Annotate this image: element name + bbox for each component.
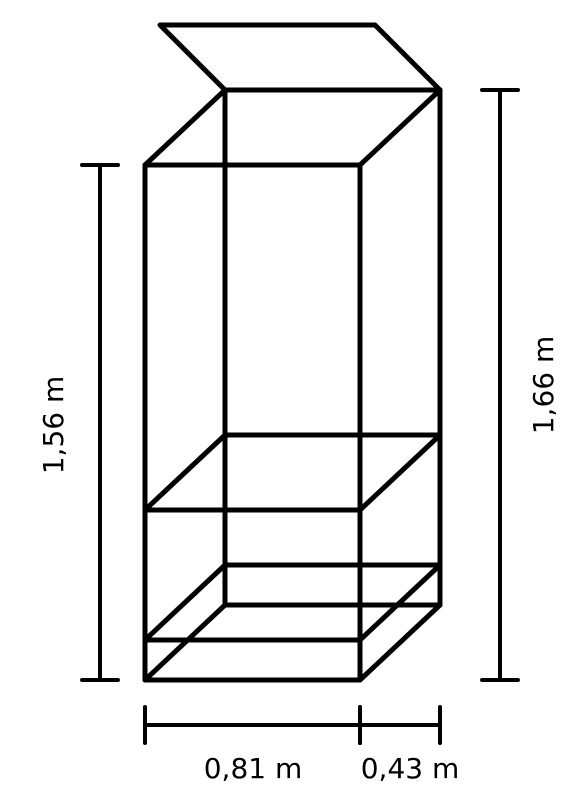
dim-depth-label: 0,43 m	[361, 752, 460, 785]
box-edge-tr	[360, 90, 440, 165]
diagram-figure: 1,56 m 1,66 m 0,81 m 0,43 m	[0, 0, 565, 800]
box-base-left-top	[145, 565, 225, 640]
dim-height-right-label: 1,66 m	[527, 336, 560, 435]
box-edge-br	[360, 605, 440, 680]
dim-height-left-label: 1,56 m	[37, 376, 70, 475]
dim-width-label: 0,81 m	[204, 752, 303, 785]
shelf-right	[360, 435, 440, 510]
shelf-left	[145, 435, 225, 510]
box-lid	[160, 25, 440, 90]
box-edge-tl	[145, 90, 225, 165]
